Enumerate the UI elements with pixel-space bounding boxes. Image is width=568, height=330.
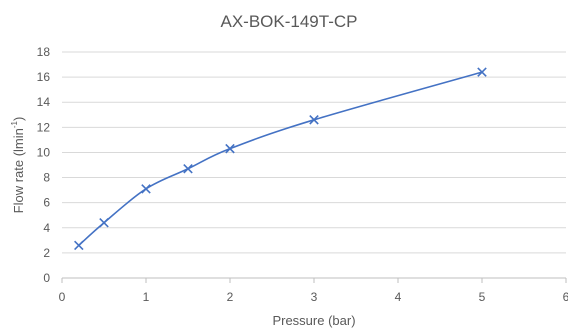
data-point-marker bbox=[225, 143, 235, 154]
x-axis-tick-labels: 0 1 2 3 4 5 6 bbox=[59, 290, 568, 304]
data-point-marker bbox=[99, 217, 109, 228]
x-tick-label: 5 bbox=[479, 290, 486, 304]
axes bbox=[61, 277, 567, 283]
y-axis-label-superscript: -1 bbox=[10, 120, 19, 128]
x-tick-label: 4 bbox=[395, 290, 402, 304]
x-tick-label: 3 bbox=[311, 290, 318, 304]
data-point-marker bbox=[74, 240, 84, 251]
y-tick-label: 14 bbox=[37, 95, 51, 109]
y-axis-label-main: Flow rate (lmin bbox=[11, 128, 26, 213]
y-axis-label: Flow rate (lmin-1) bbox=[10, 117, 26, 214]
x-tick-label: 0 bbox=[59, 290, 66, 304]
y-tick-label: 8 bbox=[43, 171, 50, 185]
y-tick-label: 6 bbox=[43, 196, 50, 210]
y-axis-tick-labels: 0 2 4 6 8 10 12 14 16 18 bbox=[37, 45, 51, 285]
data-point-marker bbox=[477, 67, 487, 77]
data-series bbox=[74, 67, 487, 251]
x-tick-label: 6 bbox=[563, 290, 568, 304]
data-point-marker bbox=[183, 164, 193, 174]
gridlines bbox=[62, 51, 566, 254]
y-tick-label: 4 bbox=[43, 221, 50, 235]
data-point-marker bbox=[309, 115, 319, 125]
y-tick-label: 16 bbox=[37, 70, 51, 84]
x-tick-label: 1 bbox=[143, 290, 150, 304]
y-tick-label: 0 bbox=[43, 271, 50, 285]
x-axis-label: Pressure (bar) bbox=[272, 313, 355, 328]
x-tick-label: 2 bbox=[227, 290, 234, 304]
series-line bbox=[78, 71, 483, 246]
y-tick-label: 12 bbox=[37, 120, 51, 134]
y-tick-label: 18 bbox=[37, 45, 51, 59]
y-axis-label-close: ) bbox=[11, 117, 26, 121]
data-point-marker bbox=[141, 184, 151, 194]
chart-title: AX-BOK-149T-CP bbox=[221, 12, 358, 31]
y-tick-label: 10 bbox=[37, 145, 51, 159]
y-tick-label: 2 bbox=[43, 246, 50, 260]
